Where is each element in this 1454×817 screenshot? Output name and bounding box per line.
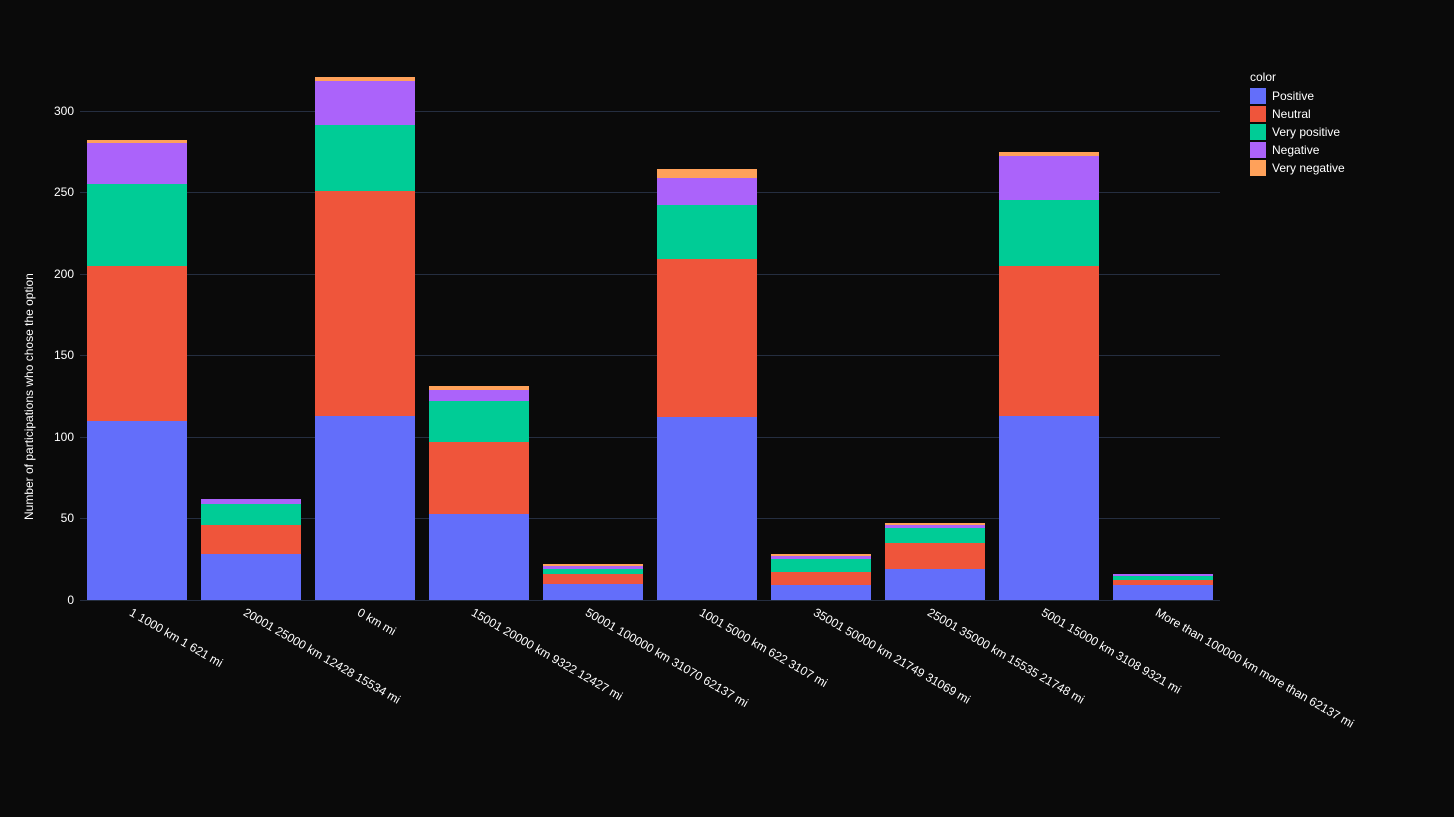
bar-column [315, 77, 415, 600]
bar-segment-very_positive [87, 184, 187, 266]
stacked-bar-chart: Number of participations who chose the o… [0, 0, 1454, 817]
bar-segment-positive [771, 585, 871, 600]
legend-label: Very positive [1272, 125, 1340, 139]
bar-column [87, 140, 187, 600]
legend-item-very_negative[interactable]: Very negative [1250, 160, 1345, 176]
bar-column [771, 554, 871, 600]
bar-segment-neutral [201, 525, 301, 554]
bar-segment-neutral [87, 266, 187, 421]
bar-segment-very_positive [657, 205, 757, 259]
bar-segment-neutral [885, 543, 985, 569]
bar-segment-very_positive [429, 401, 529, 442]
legend-item-neutral[interactable]: Neutral [1250, 106, 1345, 122]
x-tick-label: 1 1000 km 1 621 mi [127, 600, 228, 670]
legend-swatch [1250, 88, 1266, 104]
legend-item-very_positive[interactable]: Very positive [1250, 124, 1345, 140]
bar-segment-negative [999, 156, 1099, 200]
y-axis-title: Number of participations who chose the o… [22, 273, 36, 520]
bar-column [543, 564, 643, 600]
legend-label: Positive [1272, 89, 1314, 103]
y-tick-label: 0 [67, 593, 80, 607]
bar-segment-negative [87, 143, 187, 184]
y-tick-label: 100 [54, 430, 80, 444]
legend-swatch [1250, 142, 1266, 158]
legend-swatch [1250, 160, 1266, 176]
legend-label: Very negative [1272, 161, 1345, 175]
bar-column [885, 523, 985, 600]
bar-segment-negative [429, 390, 529, 401]
bar-segment-positive [315, 416, 415, 600]
y-tick-label: 150 [54, 348, 80, 362]
bar-segment-positive [885, 569, 985, 600]
bar-segment-very_positive [999, 200, 1099, 265]
bar-segment-positive [201, 554, 301, 600]
legend-item-positive[interactable]: Positive [1250, 88, 1345, 104]
bar-segment-positive [87, 421, 187, 600]
bar-segment-neutral [543, 574, 643, 584]
bar-segment-negative [315, 81, 415, 125]
y-tick-label: 300 [54, 104, 80, 118]
bar-segment-negative [657, 178, 757, 206]
bar-segment-positive [429, 514, 529, 600]
legend-title: color [1250, 70, 1345, 84]
bar-segment-neutral [315, 191, 415, 416]
y-tick-label: 200 [54, 267, 80, 281]
x-tick-label: 0 km mi [355, 600, 401, 638]
bar-segment-very_positive [315, 125, 415, 190]
bar-segment-neutral [429, 442, 529, 514]
bar-segment-positive [657, 417, 757, 600]
bar-segment-very_positive [885, 528, 985, 543]
bar-segment-very_positive [201, 504, 301, 525]
bar-segment-very_negative [657, 169, 757, 177]
y-tick-label: 50 [61, 511, 80, 525]
bar-column [429, 386, 529, 600]
bar-segment-positive [543, 584, 643, 600]
bar-segment-positive [999, 416, 1099, 600]
legend-swatch [1250, 106, 1266, 122]
legend-swatch [1250, 124, 1266, 140]
bar-segment-very_positive [771, 559, 871, 572]
gridline [80, 111, 1220, 112]
legend-label: Negative [1272, 143, 1319, 157]
x-tick-label: More than 100000 km more than 62137 mi [1153, 600, 1359, 731]
bar-segment-neutral [657, 259, 757, 417]
legend: color Positive Neutral Very positive Negati… [1250, 70, 1345, 178]
legend-label: Neutral [1272, 107, 1311, 121]
bar-column [201, 499, 301, 600]
bar-column [1113, 574, 1213, 600]
bar-column [657, 169, 757, 600]
bar-segment-neutral [771, 572, 871, 585]
plot-area: 0501001502002503001 1000 km 1 621 mi2000… [80, 70, 1220, 600]
bar-segment-neutral [999, 266, 1099, 416]
bar-column [999, 152, 1099, 600]
y-tick-label: 250 [54, 185, 80, 199]
bar-segment-positive [1113, 585, 1213, 600]
legend-item-negative[interactable]: Negative [1250, 142, 1345, 158]
